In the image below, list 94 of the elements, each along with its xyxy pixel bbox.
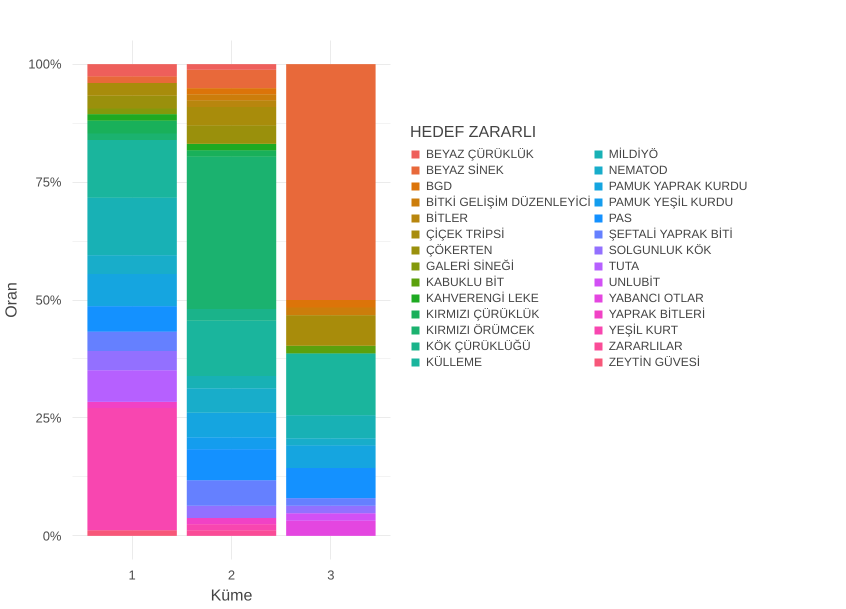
legend-label: KIRMIZI ÇÜRÜKLÜK — [426, 307, 540, 321]
bar — [87, 530, 177, 536]
x-tick-label: 1 — [128, 568, 136, 582]
legend-label: BİTKİ GELİŞİM DÜZENLEYİCİ — [426, 195, 591, 209]
legend-label: KIRMIZI ÖRÜMCEK — [426, 323, 535, 337]
bar — [286, 506, 376, 514]
bar — [87, 140, 177, 198]
bar — [186, 308, 276, 321]
bar — [186, 388, 276, 413]
bar — [186, 100, 276, 108]
legend-label: GALERİ SİNEĞİ — [426, 259, 514, 273]
bar — [87, 274, 177, 306]
bar — [87, 76, 177, 83]
bar — [186, 412, 276, 438]
legend-label: KÜLLEME — [426, 355, 482, 369]
y-axis-title: Oran — [3, 282, 20, 318]
bar — [286, 308, 376, 316]
bar — [186, 70, 276, 88]
bar — [286, 346, 376, 354]
bar — [186, 518, 276, 524]
y-tick-label: 50% — [35, 292, 62, 308]
bar — [186, 150, 276, 157]
bar — [87, 332, 177, 351]
legend-label: ÇÖKERTEN — [426, 243, 492, 257]
bar — [186, 449, 276, 480]
bar — [286, 315, 376, 346]
bar — [87, 198, 177, 256]
bar — [186, 320, 276, 376]
legend-label: KAHVERENGİ LEKE — [426, 291, 539, 305]
bar — [186, 530, 276, 536]
bar — [87, 133, 177, 140]
bar — [286, 300, 376, 308]
legend-label: KÖK ÇÜRÜKLÜĞÜ — [426, 339, 531, 353]
y-tick-label: 25% — [35, 410, 62, 426]
legend-label: YABANCI OTLAR — [608, 291, 704, 305]
bar — [286, 520, 376, 536]
legend-label: BEYAZ ÇÜRÜKLÜK — [426, 147, 534, 161]
legend-label: KABUKLU BİT — [426, 275, 504, 289]
x-tick-label: 2 — [228, 568, 236, 582]
legend-label: SOLGUNLUK KÖK — [608, 243, 712, 257]
bar — [87, 120, 177, 134]
legend-label: PAMUK YAPRAK KURDU — [608, 179, 748, 193]
bar — [87, 96, 177, 108]
bar — [186, 524, 276, 530]
bar — [87, 370, 177, 402]
bar — [186, 107, 276, 126]
legend-label: BİTLER — [426, 211, 468, 225]
bar — [286, 498, 376, 506]
legend-label: TUTA — [608, 259, 640, 273]
y-tick-label: 0% — [42, 528, 62, 544]
bar — [87, 255, 177, 274]
legend-label: BEYAZ SİNEK — [426, 163, 504, 177]
legend-label: MİLDİYÖ — [608, 147, 658, 161]
bar — [87, 82, 177, 96]
x-tick-label: 3 — [327, 568, 334, 582]
legend-label: UNLUBİT — [608, 275, 660, 289]
bar — [87, 408, 177, 530]
bar — [186, 144, 276, 150]
legend-label: PAMUK YEŞİL KURDU — [608, 195, 734, 209]
bar — [186, 125, 276, 144]
legend-title: HEDEF ZARARLI — [410, 124, 538, 142]
bar — [186, 88, 276, 94]
legend-label: YEŞİL KURT — [608, 323, 678, 337]
legend-label: ZARARLILAR — [608, 339, 683, 353]
bar — [286, 64, 376, 300]
bar — [286, 468, 376, 498]
bar — [286, 415, 376, 438]
bar — [186, 64, 276, 70]
bar — [87, 64, 177, 76]
y-tick-label: 100% — [28, 56, 62, 72]
bar — [286, 513, 376, 521]
bar — [286, 353, 376, 416]
bar — [87, 350, 177, 370]
legend-label: NEMATOD — [608, 163, 668, 177]
bar — [87, 402, 177, 408]
bar — [286, 438, 376, 446]
bar — [87, 306, 177, 332]
bar — [186, 376, 276, 388]
bar — [186, 480, 276, 506]
legend-label: YAPRAK BİTLERİ — [608, 307, 706, 321]
legend-label: PAS — [608, 211, 632, 225]
bar — [87, 108, 177, 114]
bar — [186, 437, 276, 450]
bar — [286, 445, 376, 468]
y-tick-label: 75% — [35, 174, 62, 190]
legend-label: ŞEFTALİ YAPRAK BİTİ — [608, 227, 733, 241]
bar — [186, 156, 276, 309]
bar — [186, 506, 276, 518]
bar — [87, 114, 177, 121]
legend-label: ZEYTİN GÜVESİ — [608, 355, 700, 369]
bar — [186, 94, 276, 100]
legend-label: BGD — [426, 179, 452, 193]
legend-label: ÇİÇEK TRİPSİ — [426, 227, 504, 241]
x-axis-title: Küme — [210, 588, 252, 604]
